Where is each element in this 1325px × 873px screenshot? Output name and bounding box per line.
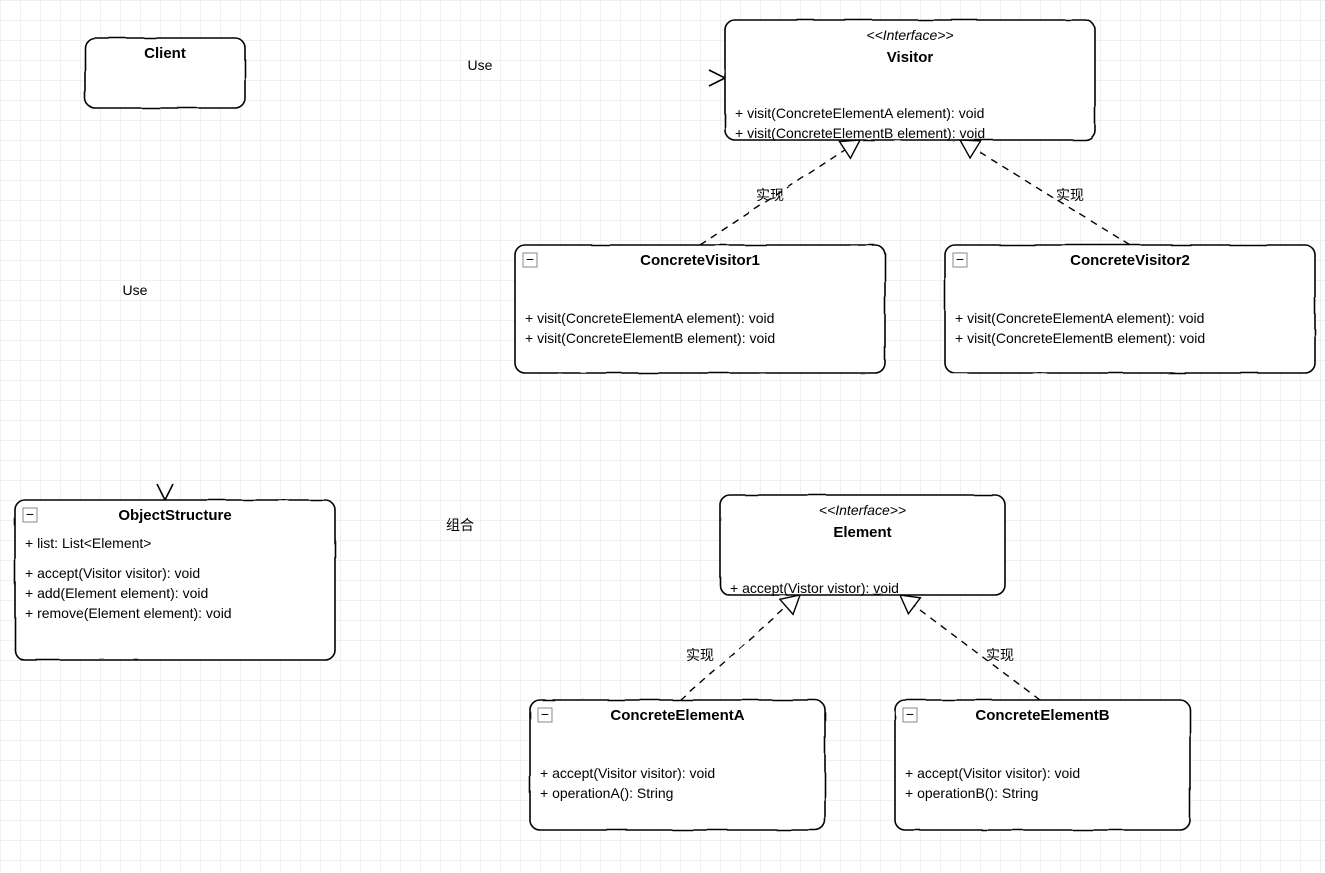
- edge-client-objstruct: Use: [123, 108, 165, 500]
- class-op: + add(Element element): void: [25, 585, 208, 601]
- stereotype-label: <<Interface>>: [866, 27, 953, 43]
- svg-text:−: −: [541, 706, 549, 722]
- class-box-element: <<Interface>> Element + accept(Vistor vist…: [720, 495, 1005, 596]
- class-box-visitor: <<Interface>> Visitor + visit(ConcreteElem…: [725, 20, 1095, 141]
- collapse-icon[interactable]: −: [523, 251, 537, 267]
- class-op: + visit(ConcreteElementB element): void: [525, 330, 775, 346]
- class-op: + visit(ConcreteElementB element): void: [735, 125, 985, 141]
- class-title: ConcreteVisitor1: [640, 252, 760, 269]
- svg-text:−: −: [26, 506, 34, 522]
- svg-text:−: −: [956, 251, 964, 267]
- edge-ceb-element: 实现: [900, 595, 1040, 700]
- collapse-icon[interactable]: −: [953, 251, 967, 267]
- svg-text:−: −: [906, 706, 914, 722]
- uml-diagram-canvas: UseUse实现实现组合实现实现 Client<<Interface>>Visi…: [0, 0, 1325, 873]
- class-op: + accept(Visitor visitor): void: [540, 765, 715, 781]
- class-op: + accept(Visitor visitor): void: [25, 565, 200, 581]
- edge-cea-element: 实现: [680, 595, 800, 700]
- collapse-icon[interactable]: −: [903, 706, 917, 722]
- class-op: + visit(ConcreteElementA element): void: [735, 105, 984, 121]
- edge-label: 实现: [756, 187, 784, 203]
- class-box-objstruct: ObjectStructure − + list: List<Element> + a…: [15, 500, 335, 660]
- edge-label: 组合: [446, 517, 474, 533]
- edge-client-visitor: Use: [245, 57, 725, 78]
- class-box-cv2: ConcreteVisitor2 − + visit(ConcreteElement…: [945, 245, 1315, 373]
- svg-text:−: −: [526, 251, 534, 267]
- class-box-client: Client: [85, 38, 245, 108]
- class-op: + remove(Element element): void: [25, 605, 232, 621]
- class-title: Visitor: [887, 49, 934, 66]
- edge-label: 实现: [986, 647, 1014, 663]
- class-title: Client: [144, 45, 186, 62]
- class-title: Element: [833, 524, 891, 541]
- edge-label: Use: [123, 282, 148, 298]
- class-op: + operationB(): String: [905, 785, 1038, 801]
- edge-cv1-visitor: 实现: [700, 140, 860, 245]
- class-title: ConcreteElementB: [975, 707, 1109, 724]
- class-op: + operationA(): String: [540, 785, 673, 801]
- class-box-cv1: ConcreteVisitor1 − + visit(ConcreteElement…: [515, 245, 885, 373]
- stereotype-label: <<Interface>>: [819, 502, 906, 518]
- collapse-icon[interactable]: −: [23, 506, 37, 522]
- class-op: + visit(ConcreteElementA element): void: [955, 310, 1204, 326]
- class-op: + visit(ConcreteElementB element): void: [955, 330, 1205, 346]
- class-title: ConcreteVisitor2: [1070, 252, 1190, 269]
- collapse-icon[interactable]: −: [538, 706, 552, 722]
- edge-label: 实现: [686, 647, 714, 663]
- class-title: ObjectStructure: [118, 507, 231, 524]
- class-op: + accept(Visitor visitor): void: [905, 765, 1080, 781]
- class-op: + visit(ConcreteElementA element): void: [525, 310, 774, 326]
- class-attr: + list: List<Element>: [25, 535, 151, 551]
- edge-label: 实现: [1056, 187, 1084, 203]
- edge-cv2-visitor: 实现: [960, 140, 1130, 245]
- class-op: + accept(Vistor vistor): void: [730, 580, 899, 596]
- edge-label: Use: [468, 57, 493, 73]
- class-title: ConcreteElementA: [610, 707, 744, 724]
- edge-objstruct-element: 组合: [335, 517, 720, 540]
- class-box-cea: ConcreteElementA − + accept(Visitor visito…: [530, 700, 825, 830]
- class-box-ceb: ConcreteElementB − + accept(Visitor visito…: [895, 700, 1190, 830]
